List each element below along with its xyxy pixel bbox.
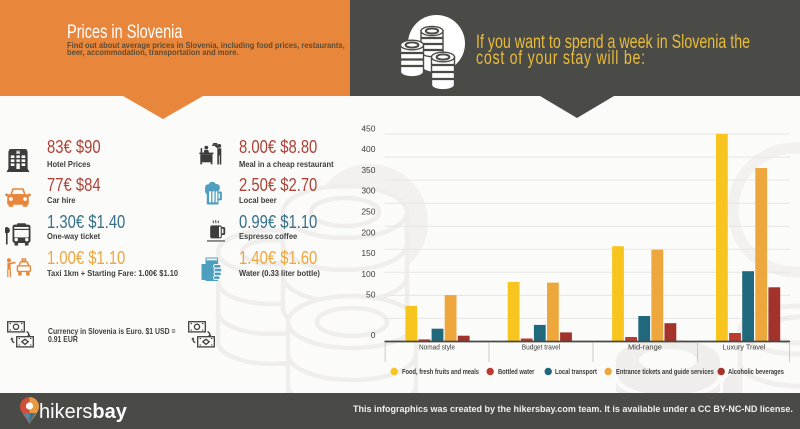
svg-text:250: 250 <box>361 207 375 217</box>
svg-text:100: 100 <box>361 269 375 279</box>
svg-text:400: 400 <box>361 144 375 154</box>
svg-text:Nomad style: Nomad style <box>419 343 455 352</box>
svg-text:200: 200 <box>361 227 375 237</box>
svg-text:Budget travel: Budget travel <box>522 343 561 352</box>
svg-text:150: 150 <box>361 248 375 258</box>
svg-text:450: 450 <box>361 123 375 133</box>
svg-text:50: 50 <box>366 290 376 300</box>
svg-text:300: 300 <box>361 186 375 196</box>
svg-text:350: 350 <box>361 165 375 175</box>
svg-text:0: 0 <box>371 330 376 340</box>
svg-text:Luxury Travel: Luxury Travel <box>723 343 766 352</box>
svg-text:Mid-range: Mid-range <box>628 343 662 352</box>
